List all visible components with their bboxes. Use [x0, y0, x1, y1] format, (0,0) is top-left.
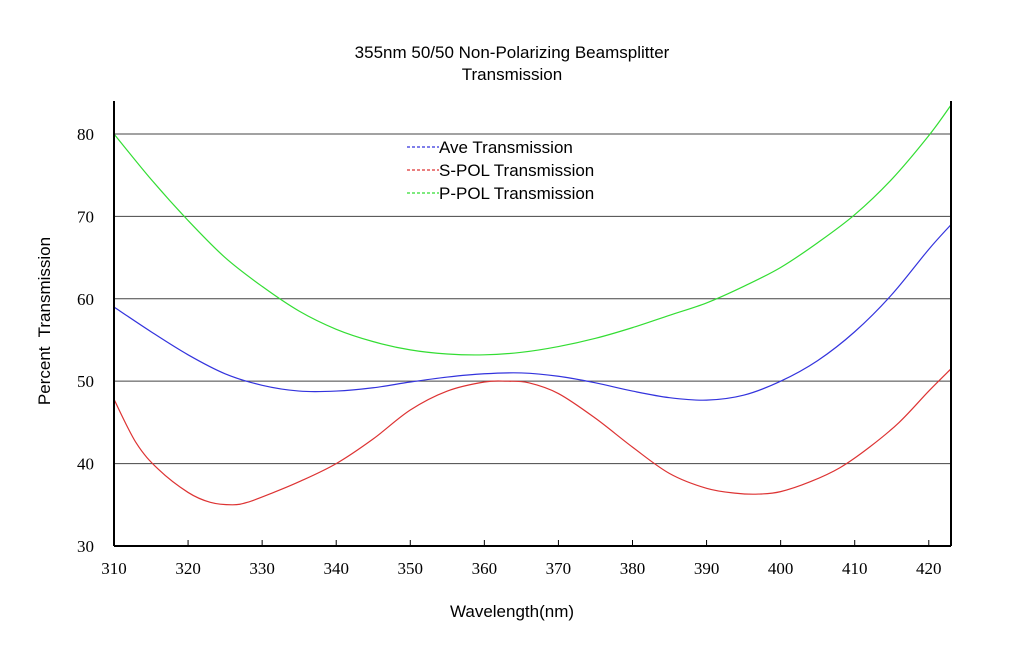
series-line-2	[113, 368, 952, 506]
y-tick-label: 70	[77, 207, 94, 226]
x-ticks: 310 320 330 340 350 360 370 380 390 400 410 420	[101, 540, 942, 578]
x-tick-label: 410	[842, 559, 868, 578]
x-axis-label: Wavelength(nm)	[450, 602, 574, 621]
x-tick-label: 340	[323, 559, 349, 578]
x-tick-label: 360	[472, 559, 498, 578]
legend-label: Ave Transmission	[439, 138, 573, 157]
series-lines	[113, 104, 952, 506]
y-tick-label: 30	[77, 537, 94, 556]
y-ticks: 30 40 50 60 70 80	[77, 125, 94, 556]
y-tick-label: 50	[77, 372, 94, 391]
gridlines	[114, 133, 951, 465]
x-tick-label: 400	[768, 559, 794, 578]
chart-subtitle: Transmission	[462, 65, 562, 84]
legend-label: P-POL Transmission	[439, 184, 594, 203]
legend: Ave Transmission S-POL Transmission P-POL …	[407, 138, 594, 203]
series-line-3	[113, 104, 952, 356]
series-line-1	[113, 224, 952, 401]
y-tick-label: 60	[77, 290, 94, 309]
chart-title: 355nm 50/50 Non-Polarizing Beamsplitter	[355, 43, 670, 62]
x-tick-label: 320	[175, 559, 201, 578]
x-tick-label: 390	[694, 559, 720, 578]
x-tick-label: 310	[101, 559, 127, 578]
y-tick-label: 40	[77, 455, 94, 474]
x-tick-label: 330	[249, 559, 275, 578]
x-tick-label: 380	[620, 559, 646, 578]
x-tick-label: 350	[398, 559, 424, 578]
x-tick-label: 370	[546, 559, 572, 578]
x-tick-label: 420	[916, 559, 942, 578]
legend-label: S-POL Transmission	[439, 161, 594, 180]
y-tick-label: 80	[77, 125, 94, 144]
y-axis-label: Percent Transmission	[35, 237, 54, 405]
